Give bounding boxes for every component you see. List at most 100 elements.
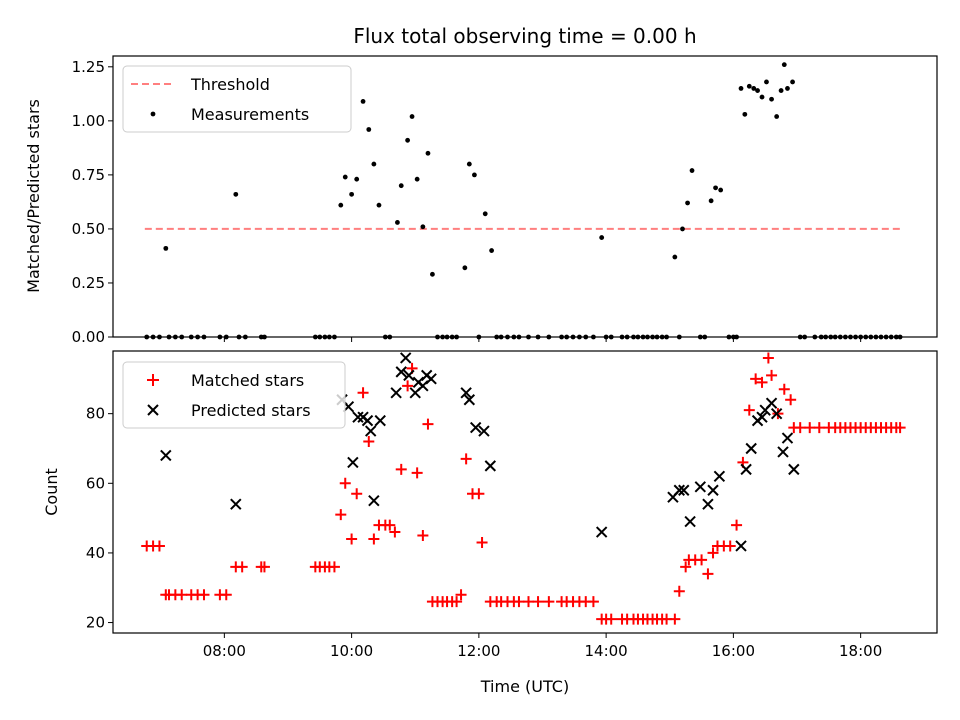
top-ytick-label: 0.25 bbox=[72, 274, 105, 292]
measurement-point bbox=[366, 127, 372, 132]
top-legend-box bbox=[122, 65, 352, 133]
measurement-point bbox=[781, 62, 787, 68]
top-ytick-label: 0.75 bbox=[72, 166, 105, 184]
bottom-ytick-label: 80 bbox=[86, 405, 105, 423]
measurement-point bbox=[759, 94, 765, 100]
matched-star-point bbox=[417, 530, 429, 542]
measurement-point bbox=[163, 245, 169, 251]
predicted-star-point bbox=[347, 456, 359, 469]
predicted-star-point bbox=[740, 463, 752, 476]
predicted-star-point bbox=[713, 470, 726, 483]
matched-star-point bbox=[813, 422, 825, 434]
matched-star-point bbox=[532, 596, 544, 608]
measurement-point bbox=[685, 200, 690, 206]
predicted-star-point bbox=[484, 460, 497, 472]
top-title: Flux total observing time = 0.00 h bbox=[353, 24, 696, 48]
predicted-star-point bbox=[694, 481, 707, 493]
matched-star-point bbox=[460, 453, 472, 465]
measurement-point bbox=[672, 254, 678, 260]
predicted-star-point bbox=[745, 442, 757, 455]
predicted-star-point bbox=[781, 432, 794, 444]
matched-star-point bbox=[762, 352, 774, 364]
measurement-point bbox=[489, 248, 494, 253]
top-ylabel: Matched/Predicted stars bbox=[24, 99, 43, 293]
matched-star-point bbox=[198, 589, 210, 601]
bottom-xtick-label: 18:00 bbox=[839, 642, 882, 660]
predicted-star-point bbox=[399, 352, 412, 364]
measurement-point bbox=[769, 96, 774, 102]
measurement-point bbox=[398, 183, 404, 189]
matched-star-point bbox=[794, 422, 806, 434]
bottom-ytick-label: 40 bbox=[86, 544, 105, 562]
matched-star-point bbox=[476, 536, 488, 548]
bottom-ytick-label: 60 bbox=[86, 474, 105, 492]
matched-star-point bbox=[451, 596, 463, 608]
measurement-point bbox=[764, 79, 769, 85]
measurement-point bbox=[360, 98, 366, 104]
measurement-point bbox=[774, 114, 780, 119]
measurement-point bbox=[755, 88, 760, 93]
matched-star-point bbox=[236, 561, 248, 573]
measurement-point bbox=[409, 114, 415, 119]
measurement-point bbox=[371, 161, 377, 167]
legend-threshold-label: Threshold bbox=[190, 75, 270, 94]
matched-star-point bbox=[422, 418, 434, 430]
matched-star-point bbox=[357, 387, 369, 399]
bottom-xlabel: Time (UTC) bbox=[480, 677, 569, 696]
bottom-ylabel: Count bbox=[42, 468, 61, 516]
predicted-star-point bbox=[678, 484, 690, 496]
predicted-star-point bbox=[425, 373, 437, 385]
matched-star-point bbox=[411, 467, 423, 479]
legend-measurements-label: Measurements bbox=[191, 105, 309, 124]
matched-star-point bbox=[766, 369, 778, 381]
bottom-xtick-label: 14:00 bbox=[585, 642, 628, 660]
matched-star-point bbox=[894, 422, 906, 434]
top-panel: Flux total observing time = 0.00 h Match… bbox=[24, 24, 938, 346]
predicted-star-point bbox=[765, 397, 778, 409]
measurement-point bbox=[376, 202, 382, 208]
matched-star-point bbox=[680, 561, 692, 573]
predicted-star-point bbox=[463, 394, 476, 406]
predicted-star-point bbox=[735, 540, 747, 552]
matched-star-point bbox=[731, 519, 743, 531]
bottom-xtick-label: 16:00 bbox=[712, 642, 755, 660]
matched-star-point bbox=[176, 589, 188, 601]
measurement-point bbox=[338, 202, 344, 208]
matched-star-point bbox=[743, 404, 755, 416]
predicted-star-point bbox=[390, 387, 402, 399]
bottom-xtick-label: 08:00 bbox=[203, 642, 246, 660]
bottom-xtick-label: 12:00 bbox=[457, 642, 500, 660]
matched-star-point bbox=[756, 376, 768, 388]
measurement-point bbox=[342, 174, 348, 180]
matched-star-point bbox=[673, 585, 685, 597]
measurement-point bbox=[599, 235, 605, 240]
predicted-star-point bbox=[707, 484, 719, 496]
predicted-star-point bbox=[403, 369, 415, 382]
predicted-star-point bbox=[160, 449, 172, 462]
measurement-point bbox=[395, 220, 400, 225]
matched-star-point bbox=[804, 422, 816, 434]
top-ytick-label: 0.00 bbox=[72, 328, 105, 346]
predicted-star-point bbox=[361, 414, 374, 427]
predicted-star-point bbox=[684, 515, 696, 528]
predicted-star-point bbox=[770, 407, 783, 420]
measurement-point bbox=[405, 137, 411, 143]
measurement-point bbox=[742, 111, 748, 117]
measurement-point bbox=[790, 79, 795, 85]
matched-star-point bbox=[707, 547, 719, 559]
measurement-point bbox=[414, 176, 420, 182]
matched-star-point bbox=[455, 589, 467, 601]
top-legend: Threshold Measurements bbox=[122, 65, 352, 133]
top-axes-frame bbox=[112, 55, 938, 338]
matched-star-point bbox=[384, 519, 396, 531]
measurement-point bbox=[708, 198, 714, 204]
top-ytick-label: 1.00 bbox=[72, 112, 105, 130]
predicted-star-point bbox=[595, 526, 608, 538]
matched-star-point bbox=[220, 589, 232, 601]
matched-star-point bbox=[389, 526, 401, 538]
matched-star-point bbox=[153, 540, 165, 552]
predicted-star-point bbox=[460, 387, 472, 399]
matched-star-point bbox=[328, 561, 340, 573]
matched-star-point bbox=[523, 596, 534, 608]
matched-star-point bbox=[785, 394, 797, 406]
